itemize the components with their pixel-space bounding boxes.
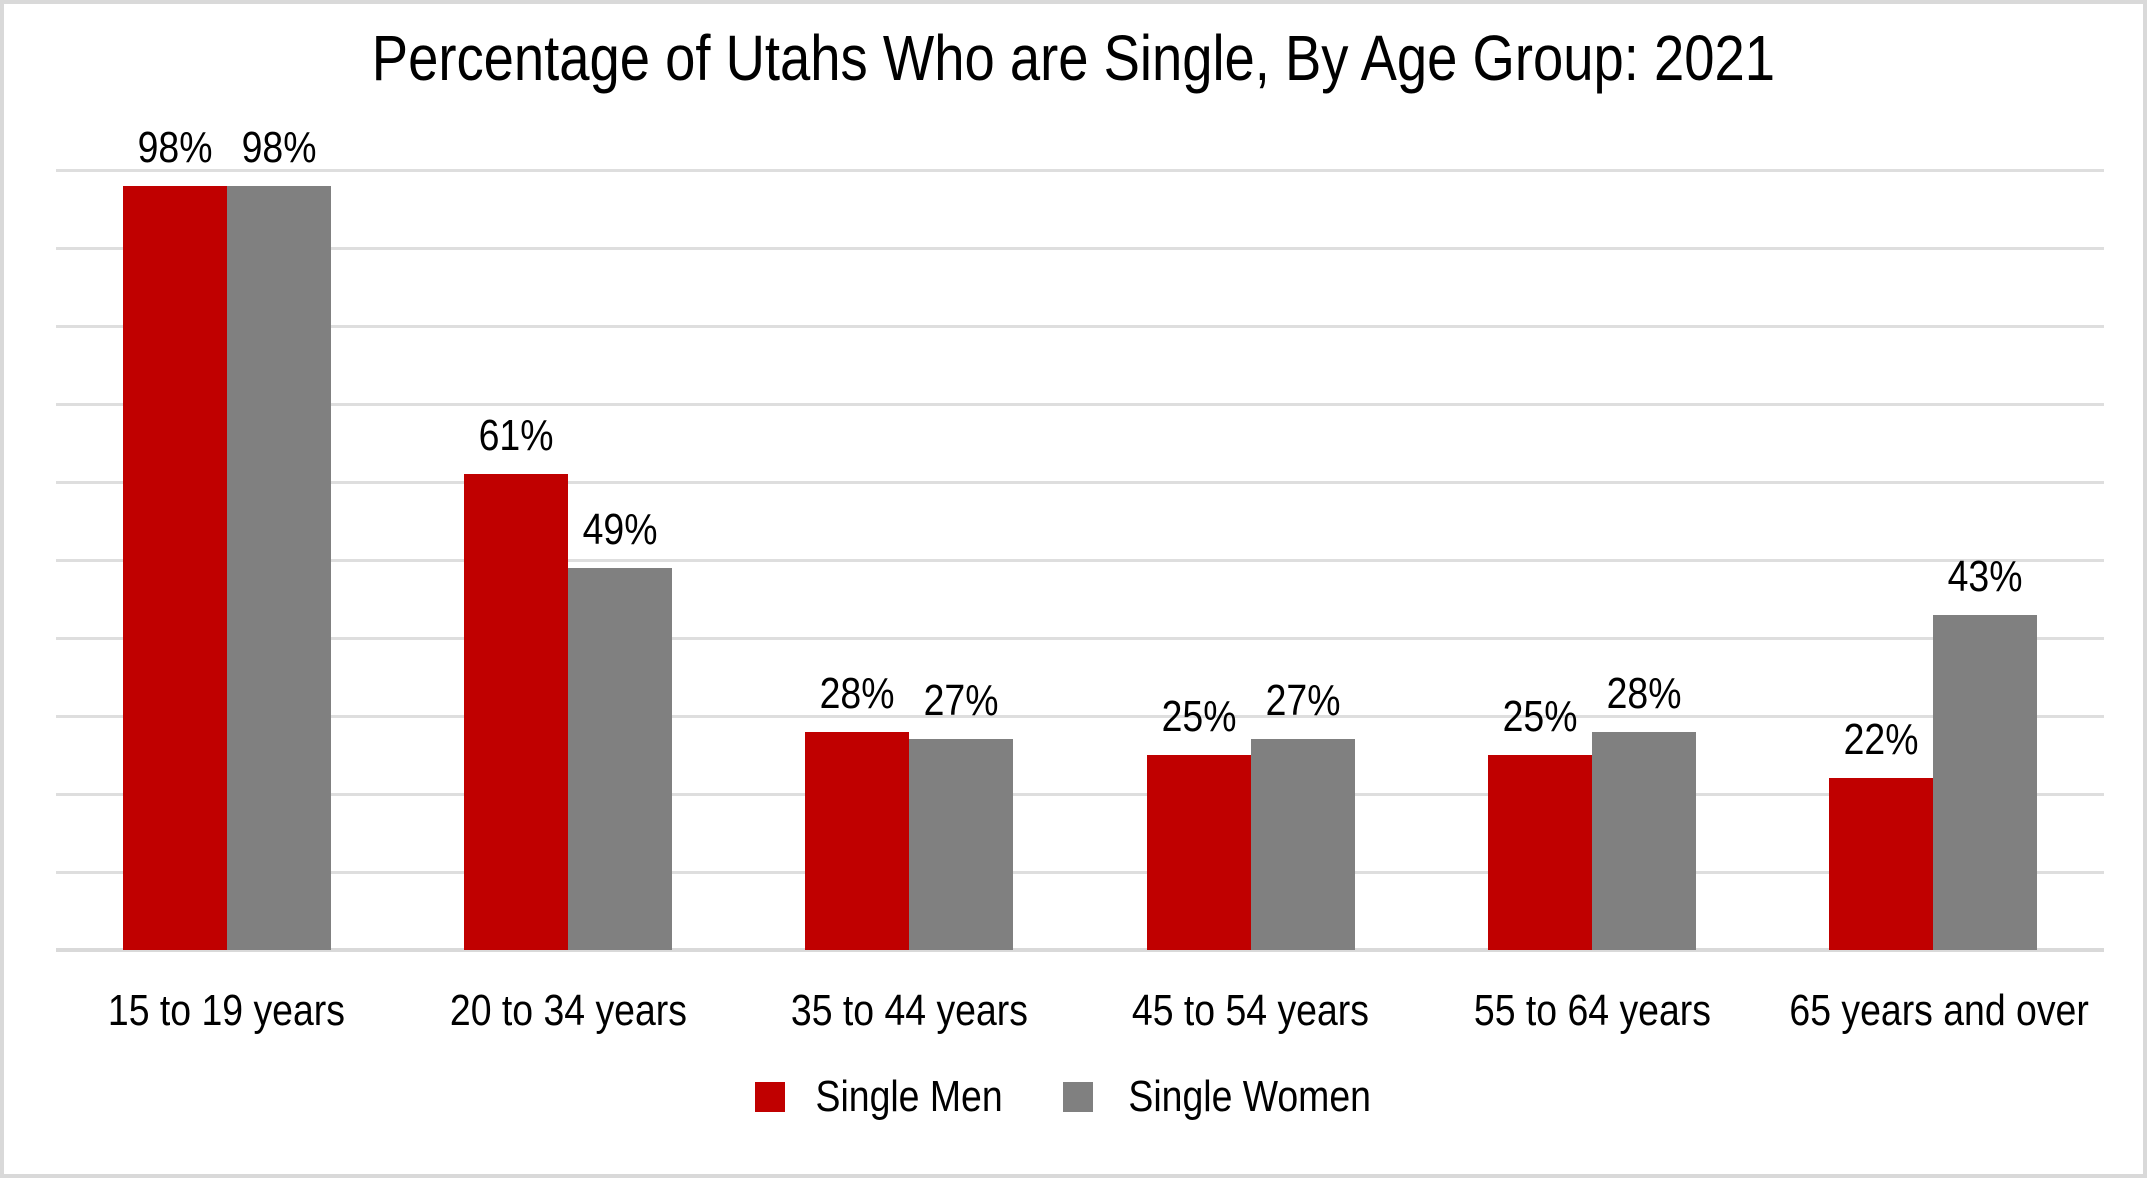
gridline bbox=[56, 558, 2104, 562]
gridline bbox=[56, 636, 2104, 640]
category-label-text: 35 to 44 years bbox=[790, 986, 1028, 1035]
single-women-bar bbox=[1933, 614, 2038, 950]
category-label: 35 to 44 years bbox=[739, 984, 1080, 1044]
plot-area: 98% 61% 28% 25% 25% 22% 98% 49% 27% 27% 28% 43% bbox=[56, 125, 2104, 952]
category-label-text: 15 to 19 years bbox=[108, 986, 346, 1035]
data-label-text: 43% bbox=[1947, 551, 2023, 601]
legend: Single Men Single Women bbox=[4, 1070, 2143, 1123]
single-men-bar bbox=[1488, 755, 1592, 950]
single-men-legend-marker bbox=[754, 1081, 785, 1112]
single-women-legend-marker bbox=[1062, 1081, 1093, 1112]
data-label: 27% bbox=[1251, 679, 1355, 723]
category-label: 65 years and over bbox=[1763, 984, 2104, 1044]
single-men-bar bbox=[805, 731, 910, 950]
gridline bbox=[56, 402, 2104, 406]
data-label-text: 25% bbox=[1161, 692, 1237, 741]
single-men-bar bbox=[1829, 778, 1934, 950]
data-label: 27% bbox=[909, 679, 1013, 723]
single-men-bar bbox=[464, 474, 568, 950]
chart-title: Percentage of Utahs Who are Single, By A… bbox=[4, 22, 2143, 96]
data-label-text: 27% bbox=[923, 676, 999, 726]
single-men-bar bbox=[122, 185, 227, 950]
single-women-bar bbox=[1592, 731, 1696, 950]
data-label: 98% bbox=[123, 122, 227, 172]
data-label-text: 28% bbox=[819, 668, 895, 718]
data-label-text: 49% bbox=[582, 504, 658, 554]
data-label: 61% bbox=[464, 414, 568, 458]
data-label: 98% bbox=[227, 122, 331, 172]
x-axis-line bbox=[56, 948, 2104, 952]
gridline bbox=[56, 480, 2104, 484]
gridline bbox=[56, 792, 2104, 796]
data-label: 25% bbox=[1147, 695, 1251, 739]
data-label-text: 27% bbox=[1265, 676, 1341, 726]
data-label-text: 98% bbox=[137, 122, 213, 172]
data-label: 28% bbox=[1592, 668, 1696, 718]
data-label-text: 61% bbox=[478, 411, 554, 461]
gridline bbox=[56, 246, 2104, 250]
single-women-bar bbox=[1250, 739, 1355, 950]
legend-entry-single-men: Single Men bbox=[754, 1070, 1019, 1123]
data-label-text: 25% bbox=[1502, 692, 1578, 741]
category-label: 55 to 64 years bbox=[1421, 984, 1762, 1044]
data-label-text: 98% bbox=[241, 122, 317, 172]
data-label-text: 22% bbox=[1843, 715, 1919, 765]
gridline bbox=[56, 168, 2104, 172]
data-label: 22% bbox=[1829, 718, 1933, 762]
category-label-text: 65 years and over bbox=[1789, 986, 2089, 1035]
category-label: 20 to 34 years bbox=[397, 984, 738, 1044]
single-women-bar bbox=[226, 185, 331, 950]
data-label: 43% bbox=[1933, 551, 2037, 601]
data-label: 49% bbox=[568, 504, 672, 554]
legend-label-text: Single Women bbox=[1128, 1072, 1371, 1121]
gridline bbox=[56, 324, 2104, 328]
single-women-bar bbox=[568, 567, 672, 950]
data-label: 28% bbox=[805, 668, 909, 718]
single-women-bar bbox=[909, 739, 1014, 950]
category-label: 45 to 54 years bbox=[1080, 984, 1421, 1044]
data-label: 25% bbox=[1488, 695, 1592, 739]
legend-label: Single Women bbox=[1107, 1070, 1392, 1123]
category-label-text: 55 to 64 years bbox=[1473, 986, 1711, 1035]
category-label: 15 to 19 years bbox=[56, 984, 397, 1044]
category-label-text: 20 to 34 years bbox=[449, 986, 687, 1035]
gridline bbox=[56, 870, 2104, 874]
legend-label-text: Single Men bbox=[815, 1072, 1003, 1121]
x-axis-labels: 15 to 19 years 20 to 34 years 35 to 44 yea… bbox=[56, 984, 2104, 1044]
gridline bbox=[56, 714, 2104, 718]
category-label-text: 45 to 54 years bbox=[1132, 986, 1370, 1035]
legend-entry-single-women: Single Women bbox=[1062, 1070, 1392, 1123]
chart-title-text: Percentage of Utahs Who are Single, By A… bbox=[371, 22, 1776, 94]
legend-label: Single Men bbox=[799, 1070, 1019, 1123]
single-men-bar bbox=[1146, 755, 1251, 950]
data-label-text: 28% bbox=[1606, 668, 1682, 718]
